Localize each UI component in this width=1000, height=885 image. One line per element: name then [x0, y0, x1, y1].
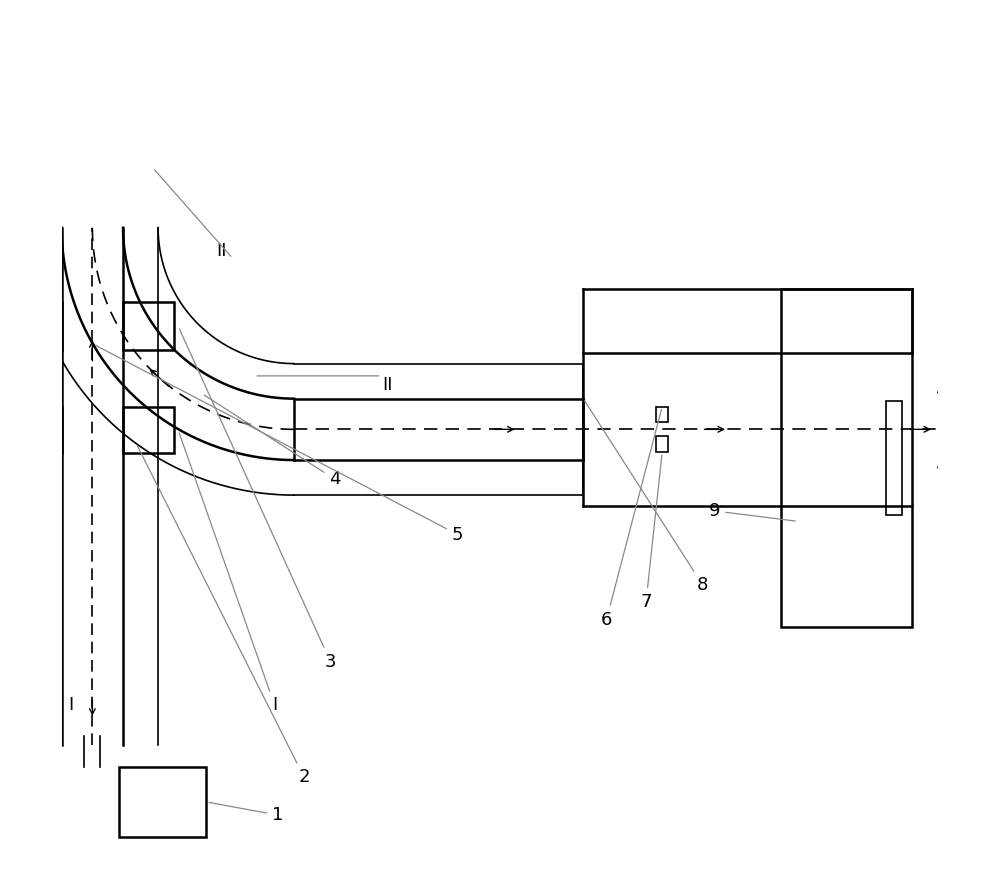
Bar [123, 303, 174, 350]
Text: I: I [179, 433, 277, 714]
Bar [656, 436, 668, 452]
Text: 9: 9 [709, 502, 795, 521]
Bar [886, 401, 902, 515]
Bar [781, 289, 912, 627]
Text: 8: 8 [585, 401, 709, 595]
Text: 2: 2 [137, 446, 310, 787]
Text: 5: 5 [95, 345, 463, 543]
Bar [656, 406, 668, 422]
Text: 3: 3 [179, 329, 336, 671]
Bar [119, 767, 206, 837]
Text: I: I [69, 696, 74, 714]
Text: II: II [383, 375, 393, 394]
Bar [11, 303, 62, 350]
Text: 1: 1 [209, 803, 283, 824]
Bar [123, 407, 174, 453]
Text: II: II [216, 242, 226, 260]
Text: 6: 6 [601, 409, 661, 628]
Text: 4: 4 [204, 395, 341, 489]
Text: 7: 7 [640, 455, 662, 611]
Bar [11, 407, 62, 453]
